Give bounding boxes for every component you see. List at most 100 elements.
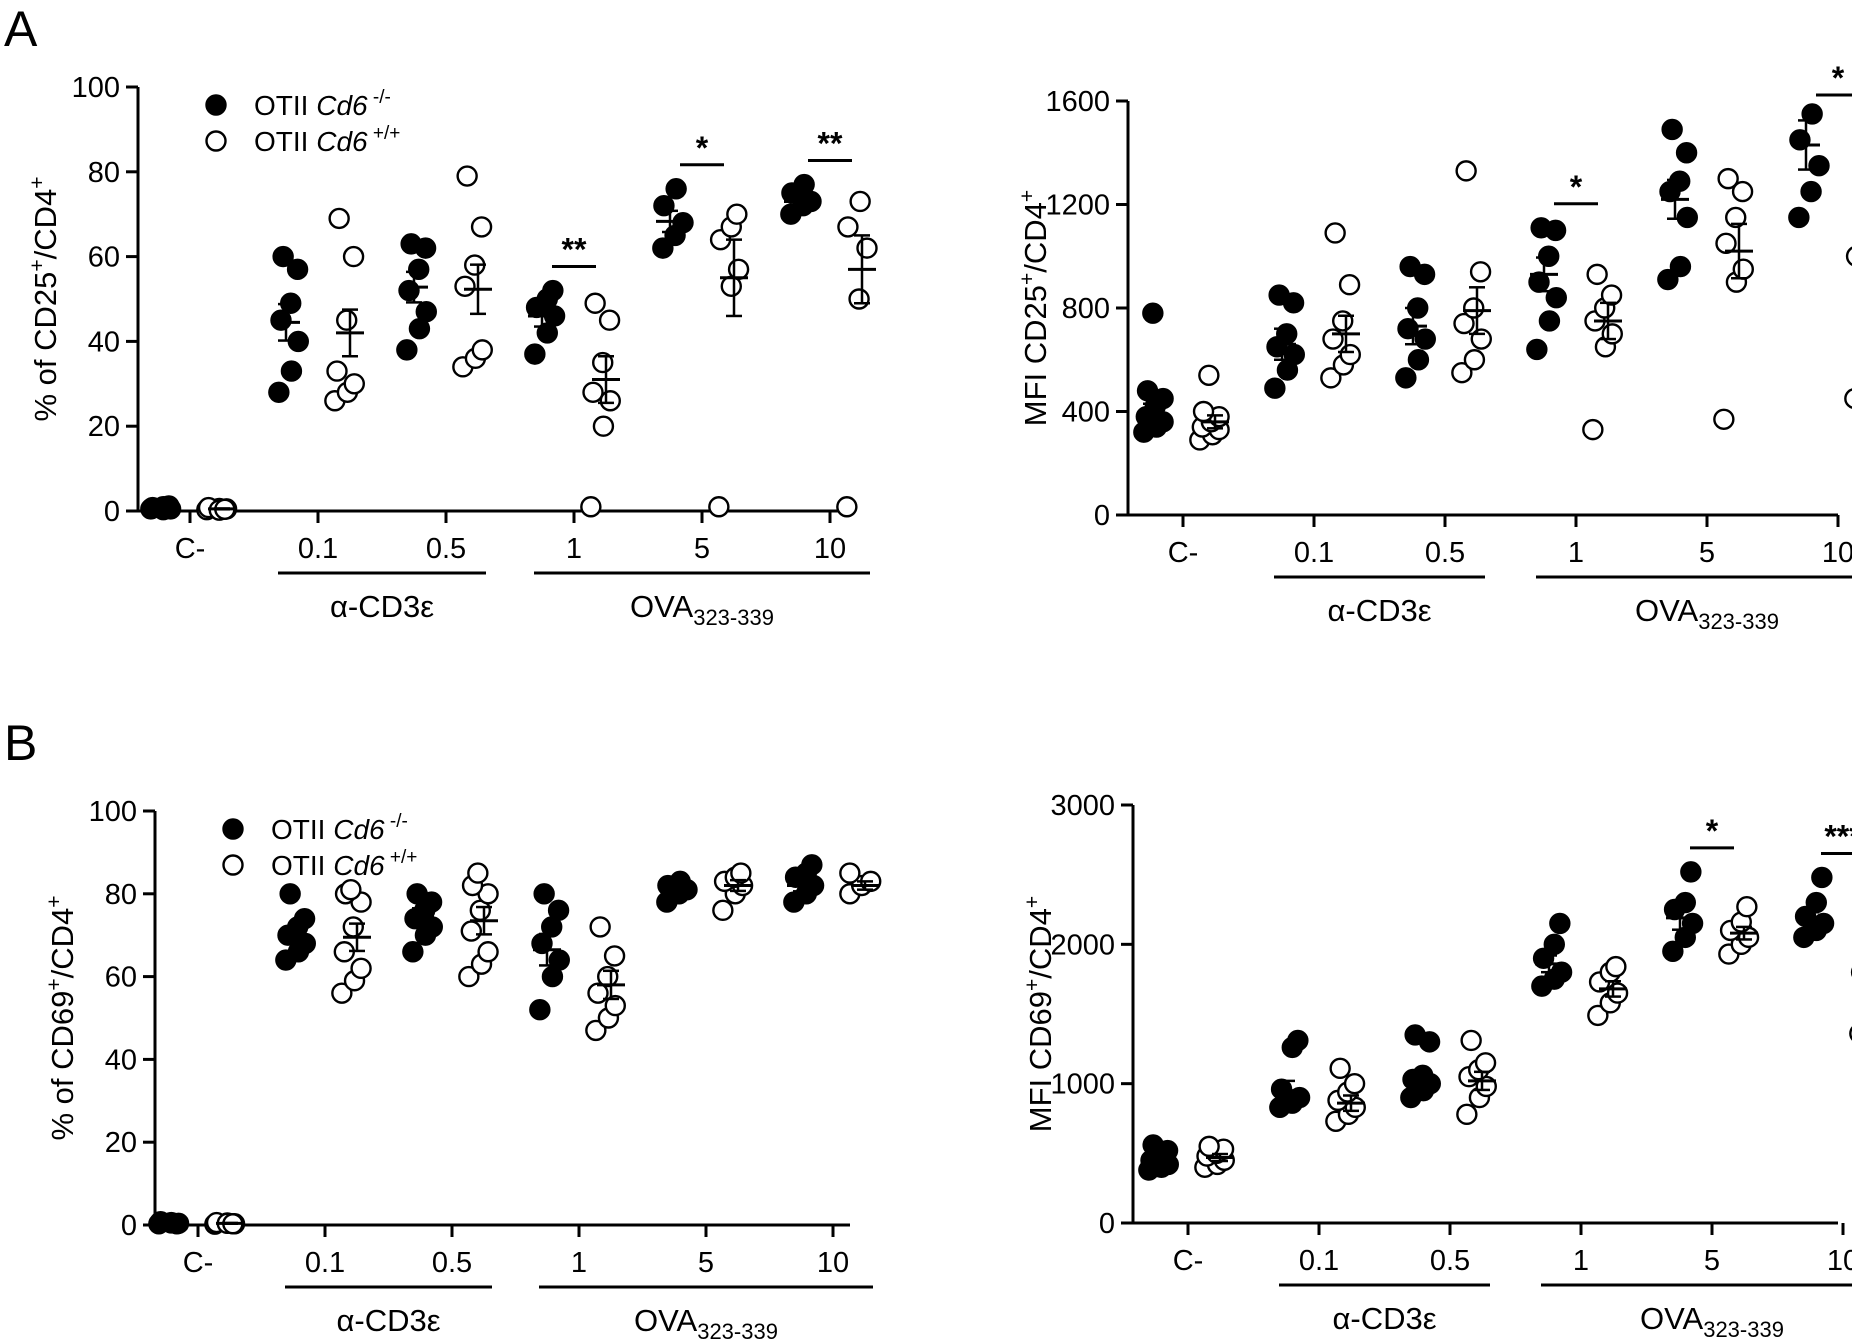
data-point — [1453, 312, 1475, 335]
data-point — [1805, 891, 1827, 914]
data-point — [801, 854, 823, 876]
chart-a2: 0 400 800 1200 1600 C- 0.1 0.5 1 5 10 α-CD3ε OVA323-… — [1016, 60, 1852, 634]
legend-superscript: -/- — [368, 87, 391, 108]
data-point — [547, 899, 570, 922]
series-cd6-ko — [1133, 103, 1830, 443]
x-tick-label: 10 — [817, 1247, 849, 1279]
data-point — [158, 495, 180, 517]
data-point — [1582, 418, 1604, 441]
data-point — [1264, 377, 1286, 399]
y-axis-title: % of CD69+/CD4+ — [43, 895, 80, 1140]
data-point — [1288, 1086, 1311, 1109]
series-cd6-wt — [1194, 896, 1852, 1178]
y-axis-title-sup: + — [1021, 979, 1044, 991]
x-tick-label: C- — [183, 1247, 214, 1279]
x-tick-label: 5 — [694, 533, 710, 565]
x-tick-label: 5 — [1704, 1245, 1720, 1277]
data-point — [1142, 302, 1164, 324]
data-point — [585, 1019, 607, 1042]
data-point — [839, 862, 861, 884]
data-point — [1715, 232, 1737, 255]
y-tick-label: 20 — [105, 1127, 137, 1159]
y-tick-label: 80 — [105, 879, 137, 911]
data-point — [293, 907, 316, 930]
data-point — [272, 245, 294, 268]
data-point — [708, 496, 730, 518]
x-tick-label: C- — [1173, 1245, 1204, 1277]
data-point — [1600, 284, 1623, 306]
y-axis-title-text: /CD4 — [28, 189, 63, 260]
y-tick-label: 0 — [1094, 500, 1110, 532]
data-point — [1543, 933, 1565, 956]
group-label-main: α-CD3ε — [1327, 593, 1431, 628]
group-label-main: OVA — [1640, 1301, 1703, 1336]
data-point — [856, 237, 878, 259]
data-point — [1845, 246, 1852, 266]
data-point — [1662, 940, 1684, 962]
data-point — [1605, 955, 1627, 978]
data-point — [1788, 206, 1810, 229]
data-point — [1680, 861, 1702, 883]
group-label-main: OVA — [634, 1303, 697, 1338]
data-point — [1268, 284, 1290, 306]
data-point — [1332, 310, 1354, 332]
y-axis-title-text: /CD4 — [45, 908, 80, 979]
data-point — [1549, 912, 1571, 935]
y-tick-label: 40 — [88, 326, 120, 358]
x-tick-label: C- — [1168, 537, 1199, 569]
y-axis-title-text: /CD4 — [1023, 908, 1058, 979]
data-point — [1469, 261, 1492, 283]
x-tick-label: 1 — [1573, 1245, 1589, 1277]
group-label: OVA323-339 — [634, 1303, 778, 1339]
significance-label: * — [1706, 813, 1719, 849]
data-point — [350, 957, 372, 980]
legend-text: OTII — [271, 814, 333, 845]
x-tick-label: 10 — [814, 533, 846, 565]
data-point — [1198, 364, 1220, 386]
x-tick-label: 0.1 — [305, 1247, 345, 1279]
data-point — [1324, 222, 1346, 244]
data-point — [470, 216, 493, 238]
y-tick-label: 0 — [1099, 1208, 1115, 1240]
chart-a1: 0 20 40 60 80 100 C- 0.1 0.5 1 5 10 α-CD3ε OVA323-339… — [26, 72, 878, 630]
significance-label: ** — [818, 126, 843, 162]
x-tick-label: 0.1 — [1294, 537, 1334, 569]
y-tick-label: 1600 — [1045, 86, 1110, 118]
y-tick-label: 0 — [121, 1210, 137, 1242]
data-point — [328, 207, 350, 230]
data-point — [1587, 1004, 1609, 1027]
x-tick-label: 0.5 — [432, 1247, 472, 1279]
y-axis-title-text: % of CD25 — [28, 272, 63, 422]
y-axis-title-sup: + — [26, 176, 49, 188]
data-point — [1538, 245, 1560, 267]
data-point — [1142, 1134, 1164, 1156]
data-point — [456, 165, 478, 187]
legend-text: OTII — [271, 850, 333, 881]
data-point — [584, 292, 606, 314]
group-label-main: OVA — [1635, 593, 1698, 628]
data-point — [1455, 160, 1477, 182]
data-point — [1470, 328, 1492, 350]
data-point — [1460, 1029, 1482, 1052]
y-tick-label: 100 — [89, 796, 137, 828]
group-label-subscript: 323-339 — [1698, 609, 1779, 634]
y-tick-label: 60 — [88, 242, 120, 274]
data-point — [398, 279, 420, 302]
data-point — [336, 309, 358, 331]
data-point — [592, 415, 615, 437]
y-axis-title-sup: + — [1016, 273, 1039, 285]
data-point — [1811, 866, 1833, 889]
data-point — [1530, 217, 1552, 239]
data-point — [592, 351, 614, 374]
data-point — [730, 862, 752, 884]
group-label-subscript: 323-339 — [697, 1319, 778, 1339]
data-point — [406, 883, 428, 905]
data-point — [1395, 367, 1417, 389]
data-point — [599, 390, 621, 412]
legend-text: OTII — [254, 126, 316, 157]
data-point — [793, 173, 815, 196]
legend-superscript: +/+ — [368, 123, 401, 144]
y-axis-title-text: % of CD69 — [45, 991, 80, 1141]
